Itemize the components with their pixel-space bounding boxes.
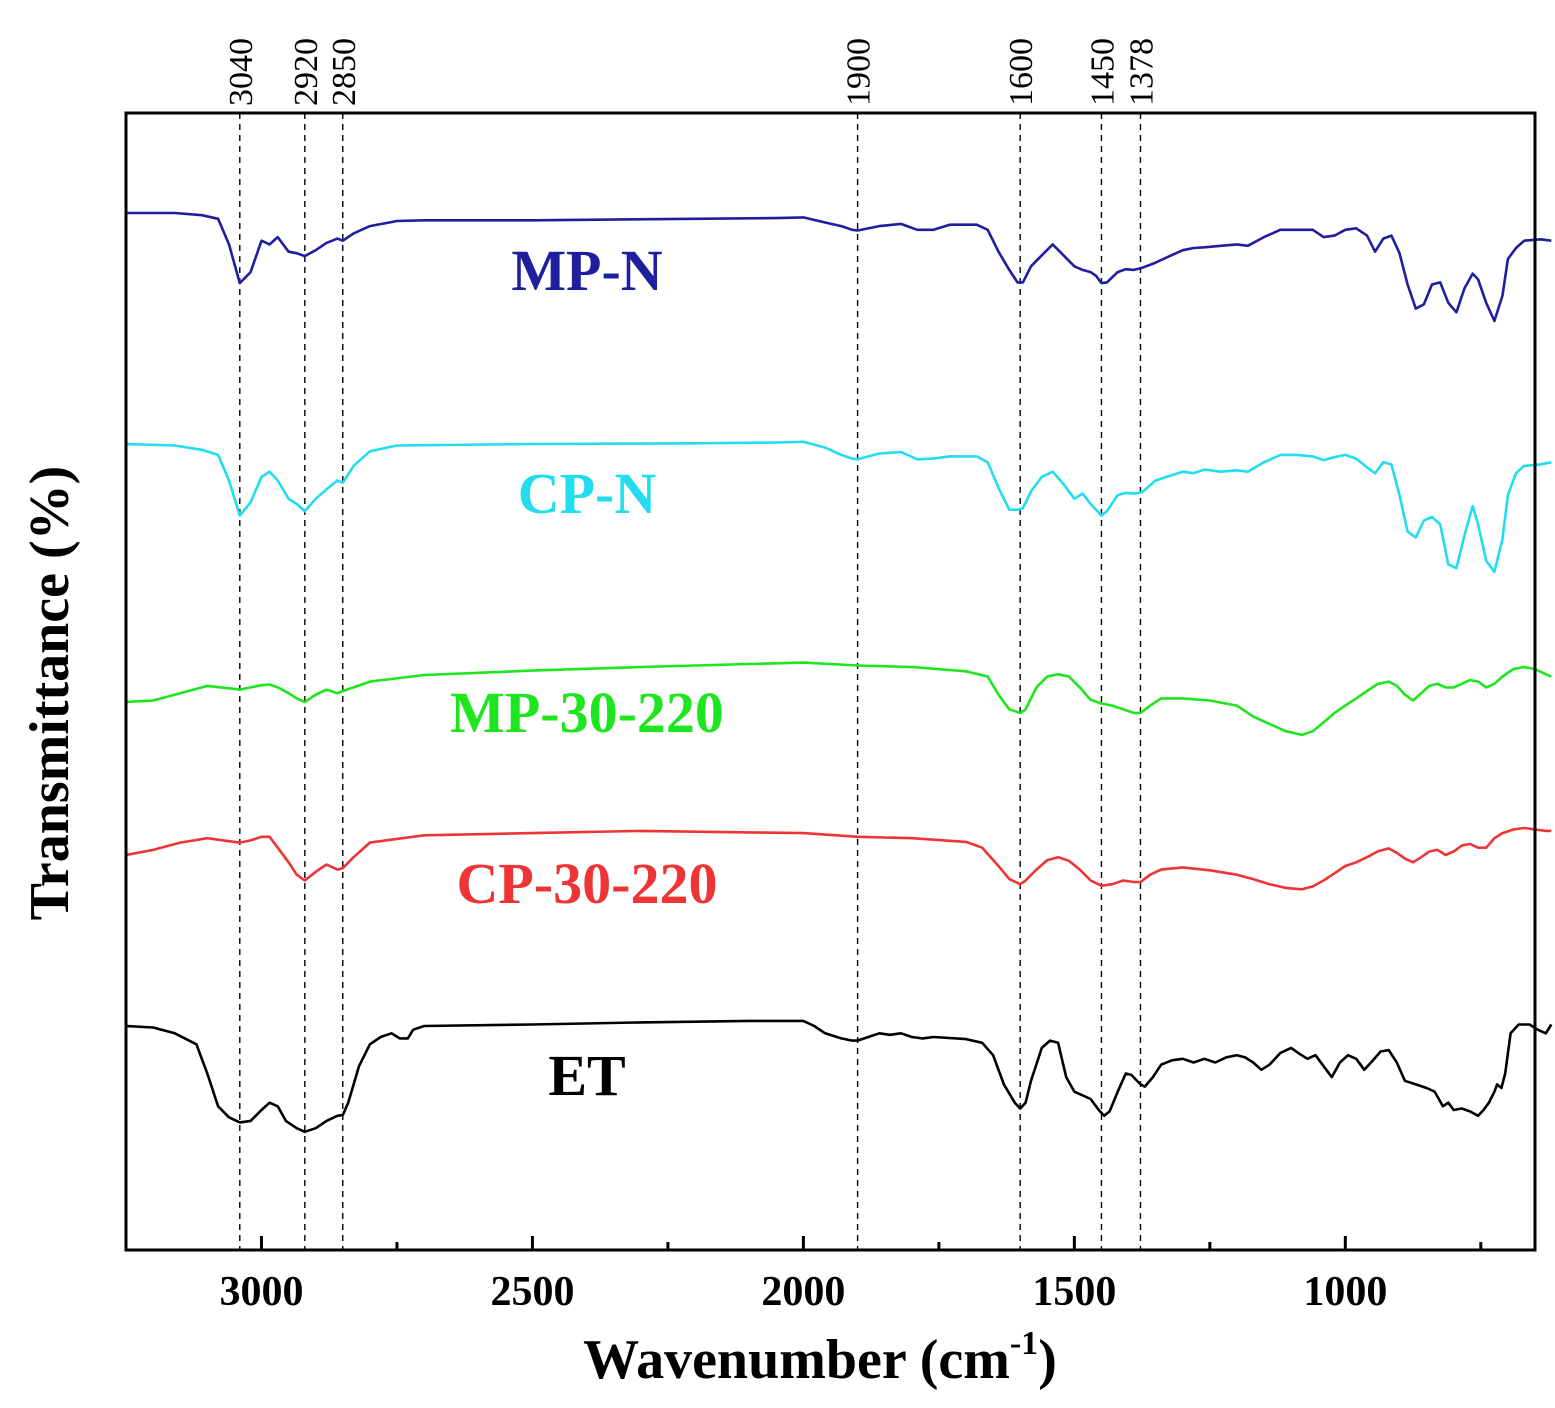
y-axis-title: Transmittance (%)	[19, 466, 81, 921]
series-label-cp-30-220: CP-30-220	[457, 851, 718, 916]
series-label-et: ET	[548, 1043, 625, 1108]
series-line-mp-30-220	[125, 661, 1552, 737]
x-axis-title-superscript: -1	[1010, 1325, 1038, 1362]
x-tick-label-2500: 2500	[490, 1269, 574, 1315]
x-axis-title-main: Wavenumber (cm	[583, 1329, 1010, 1391]
peak-label-2850: 2850	[326, 38, 363, 106]
series-label-cp-n: CP-N	[518, 461, 657, 526]
reference-lines	[239, 113, 1142, 1250]
series-labels: MP-N CP-N MP-30-220 CP-30-220 ET	[450, 238, 724, 1108]
x-tick-label-2000: 2000	[761, 1269, 845, 1315]
series-label-mp-30-220: MP-30-220	[450, 680, 724, 745]
x-tick-label-3000: 3000	[219, 1269, 303, 1315]
peak-label-1378: 1378	[1123, 38, 1160, 106]
peak-label-1600: 1600	[1003, 38, 1040, 106]
peak-labels: 3040 2920 2850 1900 1600 1450 1378	[223, 38, 1161, 106]
x-tick-label-1000: 1000	[1303, 1269, 1387, 1315]
series-label-mp-n: MP-N	[511, 238, 662, 303]
series-line-mp-n	[126, 211, 1552, 323]
peak-label-2920: 2920	[288, 38, 325, 106]
x-tick-label-1500: 1500	[1032, 1269, 1116, 1315]
series-line-cp-30-220	[125, 826, 1552, 891]
plot-frame	[124, 111, 1537, 1252]
x-axis-title: Wavenumber (cm-1)	[583, 1325, 1057, 1391]
series-line-et	[125, 1019, 1553, 1134]
peak-label-1900: 1900	[841, 38, 878, 106]
x-axis-title-close: )	[1038, 1329, 1057, 1391]
series-line-cp-n	[125, 440, 1552, 574]
peak-label-3040: 3040	[223, 38, 260, 106]
peak-label-1450: 1450	[1084, 38, 1121, 106]
spectra	[125, 211, 1553, 1134]
x-axis-ticks: 3000 2500 2000 1500 1000	[219, 1236, 1483, 1315]
